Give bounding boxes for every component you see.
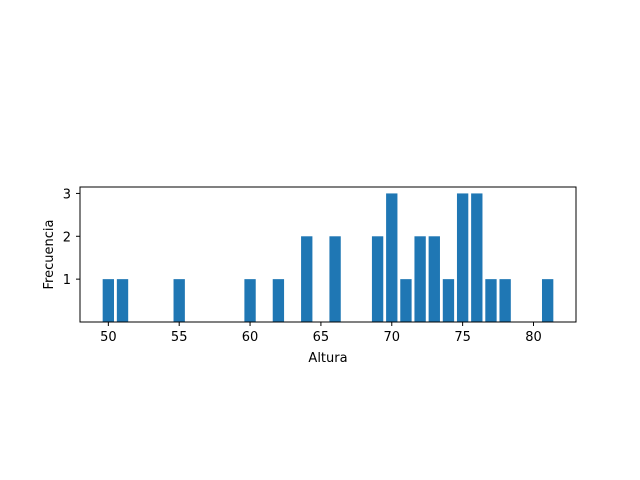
bar-55: [173, 279, 185, 322]
bar-62: [272, 279, 285, 322]
plot-frame: [79, 186, 577, 323]
x-tick-label: 55: [171, 330, 188, 345]
y-tick-label: 2: [63, 230, 71, 245]
bar-66: [329, 236, 341, 322]
bar-72: [414, 236, 426, 322]
bar-70: [386, 193, 398, 322]
x-tick-label: 50: [100, 330, 117, 345]
bar-60: [244, 279, 256, 322]
bar-71: [400, 279, 412, 322]
bar-81: [541, 279, 554, 322]
x-tick-label: 80: [525, 330, 542, 345]
bar-69: [371, 236, 384, 322]
x-tick-label: 60: [242, 330, 259, 345]
bars-group: [102, 193, 554, 322]
x-ticks-group: 50 55 60 65 70 75 80: [100, 322, 542, 345]
y-ticks-group: 1 2 3: [63, 187, 80, 288]
x-tick-label: 65: [313, 330, 330, 345]
bar-64: [301, 236, 313, 322]
bar-75: [456, 193, 469, 322]
bar-74: [442, 279, 455, 322]
bar-51: [116, 279, 129, 322]
bar-77: [485, 279, 497, 322]
bar-73: [428, 236, 440, 322]
x-tick-label: 70: [383, 330, 400, 345]
y-tick-label: 3: [63, 187, 71, 202]
bar-50: [102, 279, 115, 322]
x-axis-label: Altura: [308, 351, 347, 366]
y-tick-label: 1: [63, 273, 71, 288]
x-tick-label: 75: [454, 330, 471, 345]
bar-76: [471, 193, 483, 322]
bar-78: [499, 279, 511, 322]
y-axis-label: Frecuencia: [42, 220, 57, 290]
